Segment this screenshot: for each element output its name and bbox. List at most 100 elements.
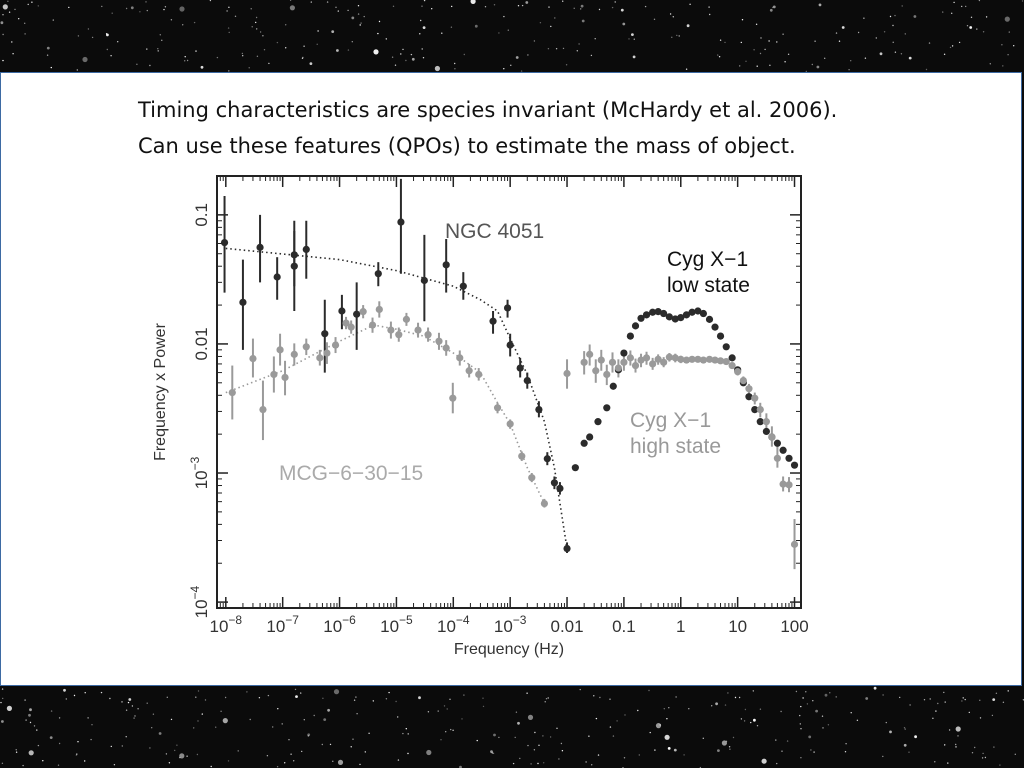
data-point [220, 238, 229, 247]
star [515, 56, 519, 59]
data-point [739, 376, 747, 385]
star [780, 710, 782, 713]
star [962, 697, 964, 699]
star [724, 41, 726, 44]
star [805, 70, 807, 73]
data-point [620, 358, 628, 366]
star [856, 719, 859, 721]
star [949, 46, 952, 49]
data-point [654, 308, 662, 316]
star [410, 53, 413, 56]
star [227, 760, 230, 762]
data-point [420, 276, 428, 285]
star [68, 6, 70, 9]
star [857, 31, 860, 34]
star [655, 723, 662, 729]
star [802, 697, 804, 699]
star [734, 696, 737, 699]
star [543, 762, 545, 764]
data-point [489, 317, 497, 325]
data-point [660, 358, 668, 366]
star [771, 6, 774, 9]
star [290, 753, 292, 755]
star [549, 736, 552, 738]
data-point [414, 326, 422, 334]
star [873, 686, 877, 690]
data-point [620, 349, 628, 357]
star [664, 734, 670, 740]
star [226, 10, 228, 12]
star [588, 735, 590, 737]
data-point [677, 313, 685, 322]
star [184, 56, 186, 58]
star [322, 697, 324, 699]
star [903, 743, 907, 747]
star [303, 719, 305, 721]
star [750, 721, 752, 724]
data-point [395, 331, 403, 339]
data-point [711, 323, 719, 331]
star [272, 726, 274, 728]
star [865, 697, 869, 700]
x-tick-label: 1 [676, 617, 685, 636]
star [955, 746, 957, 748]
star [808, 735, 812, 739]
star [251, 26, 253, 28]
star [835, 32, 838, 34]
star [560, 742, 563, 745]
data-point [259, 405, 267, 414]
star [813, 751, 815, 753]
data-point [603, 370, 611, 379]
star [715, 702, 718, 706]
star [580, 8, 582, 10]
star [285, 24, 287, 26]
data-point [711, 356, 719, 364]
star [161, 39, 163, 41]
star [490, 750, 493, 753]
star [882, 755, 884, 758]
data-point [728, 354, 736, 362]
star [377, 32, 379, 35]
data-point [368, 321, 377, 329]
data-point [338, 307, 346, 315]
star [163, 8, 165, 11]
star [562, 47, 565, 50]
star [441, 32, 443, 34]
star [250, 8, 252, 10]
data-point [563, 369, 571, 378]
star [889, 730, 892, 734]
annotation-cygx1-low-title: Cyg X−1 [667, 248, 748, 271]
star [671, 36, 673, 38]
star [461, 718, 463, 720]
star [493, 733, 496, 737]
star [838, 40, 841, 42]
star [224, 696, 227, 699]
data-point [540, 499, 549, 508]
data-point [722, 357, 730, 366]
star [702, 737, 704, 739]
data-point [316, 354, 324, 362]
star [816, 65, 820, 69]
data-point [580, 358, 588, 366]
plot-frame [216, 175, 802, 609]
star [352, 738, 354, 740]
data-point [609, 382, 617, 390]
data-point [493, 404, 502, 412]
data-point [682, 356, 691, 364]
star [431, 8, 433, 10]
star [1, 720, 4, 723]
star [995, 692, 998, 694]
star [555, 48, 558, 50]
star [768, 40, 770, 42]
data-point [773, 439, 782, 447]
star [514, 736, 516, 739]
star [598, 8, 601, 11]
star [944, 701, 946, 703]
star [355, 696, 357, 698]
star [285, 47, 287, 49]
star [732, 736, 735, 739]
data-point [608, 358, 617, 366]
star [405, 728, 407, 730]
star [800, 705, 802, 708]
star [815, 709, 818, 713]
